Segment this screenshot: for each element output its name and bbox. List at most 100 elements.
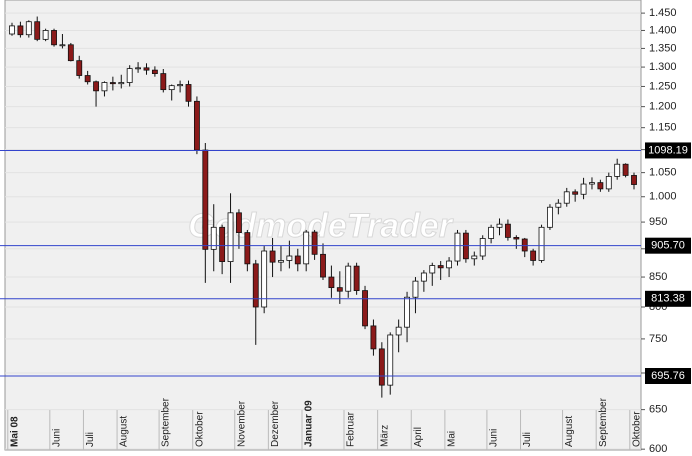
candle-body (151, 69, 158, 74)
candle-body (504, 223, 511, 238)
candle-body (34, 21, 41, 40)
y-tick-label: 750 (649, 333, 667, 345)
candle-body (269, 250, 276, 263)
candle-body (353, 265, 360, 292)
candle-body (59, 44, 66, 47)
level-label: 813.38 (651, 293, 685, 305)
plot-area (4, 0, 642, 451)
x-tick-label: Oktober (631, 411, 642, 447)
candle-body (193, 100, 200, 151)
candle-body (278, 260, 284, 263)
x-tick-label: März (379, 425, 390, 447)
candle-body (563, 191, 570, 204)
candle-body (328, 276, 335, 289)
x-tick-label: Juli (522, 432, 533, 447)
candle-body (76, 60, 83, 76)
x-tick-label: Juni (51, 429, 62, 447)
candle-body (118, 82, 125, 85)
candle-body (370, 325, 377, 350)
candle-body (479, 238, 486, 257)
candle-body (25, 21, 32, 36)
candle-body (84, 75, 91, 83)
y-tick-label: 950 (649, 216, 667, 228)
candle-body (521, 238, 528, 252)
candle-body (580, 183, 587, 195)
candle-body (420, 272, 427, 282)
candle-body (454, 232, 461, 262)
candle-body (429, 265, 436, 274)
candle-body (286, 255, 293, 261)
candle-body (614, 163, 621, 177)
y-tick-label: 1.200 (649, 101, 677, 113)
candle-body (530, 250, 537, 261)
candle-body (362, 290, 368, 327)
x-tick-label: Dezember (270, 400, 281, 447)
candle-body (236, 212, 242, 233)
level-label-box (645, 237, 691, 254)
candle-body (143, 67, 150, 71)
y-tick-label: 1.450 (649, 7, 677, 19)
candle-body (42, 30, 49, 40)
candle-body (378, 348, 385, 386)
candle-body (605, 176, 612, 190)
candle-body (135, 67, 142, 70)
x-tick-label: Mai 08 (9, 416, 20, 447)
level-label-box (645, 290, 691, 307)
y-tick-label: 1.150 (649, 122, 677, 134)
x-tick-label: Oktober (194, 411, 205, 447)
x-tick-label: November (236, 400, 247, 447)
y-tick-label: 1.400 (649, 24, 677, 36)
candle-body (589, 182, 595, 185)
level-label: 695.76 (651, 370, 685, 382)
y-tick-label: 1.250 (649, 80, 677, 92)
candle-body (67, 44, 74, 62)
x-tick-label: August (564, 416, 575, 447)
candle-body (252, 263, 259, 308)
candle-body (631, 175, 637, 185)
candle-body (9, 25, 15, 35)
candle-body (387, 334, 394, 386)
x-tick-label: September (161, 397, 172, 447)
candle-body (320, 253, 326, 278)
candle-body (547, 206, 553, 228)
x-tick-label: Juni (489, 429, 500, 447)
candle-body (303, 231, 310, 265)
x-tick-label: Februar (346, 411, 357, 447)
x-tick-label: April (413, 427, 424, 447)
x-tick-label: August (119, 416, 130, 447)
candle-body (51, 30, 57, 46)
candle-body (17, 25, 24, 36)
candle-body (244, 232, 251, 265)
candle-body (412, 280, 419, 298)
candle-body (345, 265, 352, 292)
level-label-box (645, 142, 691, 159)
y-tick-label: 1.050 (649, 167, 677, 179)
y-tick-label: 650 (649, 404, 667, 416)
y-tick-label: 600 (649, 443, 667, 455)
y-tick-label: 1.350 (649, 42, 677, 54)
candle-body (160, 73, 167, 91)
y-tick-label: 850 (649, 271, 667, 283)
level-label: 905.70 (651, 240, 685, 252)
candle-body (202, 149, 209, 250)
y-tick-label: 1.300 (649, 61, 677, 73)
candle-body (93, 81, 99, 92)
candle-body (227, 212, 234, 262)
candle-body (294, 255, 301, 265)
candle-body (168, 85, 175, 91)
level-label: 1098.19 (648, 144, 688, 156)
x-tick-label: Mai (447, 431, 458, 447)
candle-body (555, 202, 562, 208)
candle-body (210, 226, 217, 250)
x-tick-label: Juli (85, 432, 96, 447)
candle-body (513, 237, 520, 240)
candle-body (126, 68, 133, 83)
candle-body (404, 296, 410, 328)
candle-body (471, 255, 478, 260)
candle-body (488, 226, 495, 239)
candle-body (395, 326, 402, 336)
candle-body (177, 84, 184, 87)
candle-body (261, 250, 268, 308)
candle-body (185, 84, 192, 102)
